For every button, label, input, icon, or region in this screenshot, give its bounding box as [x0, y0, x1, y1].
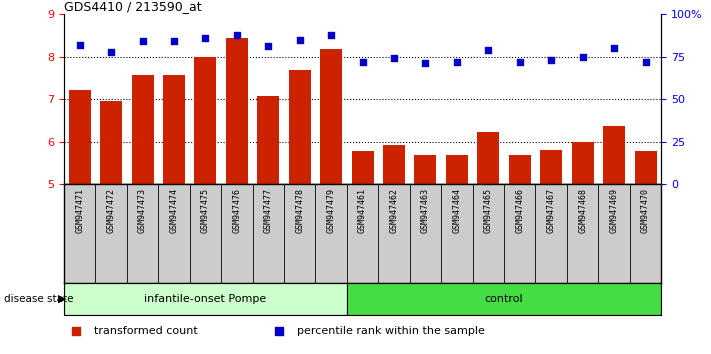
Bar — [509, 155, 531, 184]
Text: GSM947468: GSM947468 — [578, 188, 587, 233]
Text: GSM947478: GSM947478 — [295, 188, 304, 233]
Text: GSM947472: GSM947472 — [107, 188, 116, 233]
Bar — [194, 57, 216, 184]
Point — [200, 35, 211, 41]
Text: GSM947463: GSM947463 — [421, 188, 430, 233]
Text: control: control — [485, 294, 523, 304]
Bar — [100, 101, 122, 184]
Point — [326, 32, 337, 38]
Point — [262, 44, 274, 49]
Point — [105, 49, 117, 55]
Text: GSM947462: GSM947462 — [390, 188, 399, 233]
Text: GSM947467: GSM947467 — [547, 188, 556, 233]
Bar — [64, 283, 347, 315]
Point — [514, 59, 525, 64]
Bar — [540, 150, 562, 184]
Bar — [572, 142, 594, 184]
Text: GSM947466: GSM947466 — [515, 188, 524, 233]
Bar — [477, 132, 499, 184]
Point — [357, 59, 368, 64]
Point — [545, 57, 557, 63]
Bar — [415, 155, 437, 184]
Bar — [163, 75, 185, 184]
Bar — [383, 145, 405, 184]
Text: GSM947464: GSM947464 — [452, 188, 461, 233]
Text: infantile-onset Pompe: infantile-onset Pompe — [144, 294, 267, 304]
Point — [609, 45, 620, 51]
Text: GSM947465: GSM947465 — [484, 188, 493, 233]
Point — [640, 59, 651, 64]
Text: GSM947477: GSM947477 — [264, 188, 273, 233]
Text: GSM947461: GSM947461 — [358, 188, 367, 233]
Point — [419, 61, 431, 66]
Point — [273, 328, 284, 334]
Bar — [347, 283, 661, 315]
Text: ▶: ▶ — [58, 294, 66, 304]
Point — [577, 54, 588, 59]
Text: GSM947473: GSM947473 — [138, 188, 147, 233]
Text: GDS4410 / 213590_at: GDS4410 / 213590_at — [64, 0, 202, 13]
Point — [451, 59, 463, 64]
Text: GSM947471: GSM947471 — [75, 188, 84, 233]
Text: GSM947474: GSM947474 — [169, 188, 178, 233]
Bar — [634, 150, 656, 184]
Text: GSM947469: GSM947469 — [609, 188, 619, 233]
Point — [483, 47, 494, 53]
Point — [137, 39, 149, 44]
Text: disease state: disease state — [4, 294, 73, 304]
Point — [70, 328, 82, 334]
Text: transformed count: transformed count — [94, 326, 198, 336]
Text: GSM947476: GSM947476 — [232, 188, 241, 233]
Text: GSM947479: GSM947479 — [326, 188, 336, 233]
Bar — [352, 150, 373, 184]
Point — [74, 42, 85, 47]
Point — [231, 32, 242, 38]
Bar — [69, 90, 91, 184]
Bar — [257, 96, 279, 184]
Bar — [320, 49, 342, 184]
Point — [169, 39, 180, 44]
Text: GSM947475: GSM947475 — [201, 188, 210, 233]
Bar — [603, 126, 625, 184]
Point — [294, 37, 306, 42]
Bar — [132, 75, 154, 184]
Point — [388, 56, 400, 61]
Bar — [446, 155, 468, 184]
Bar — [289, 70, 311, 184]
Bar — [226, 38, 248, 184]
Text: GSM947470: GSM947470 — [641, 188, 650, 233]
Text: percentile rank within the sample: percentile rank within the sample — [297, 326, 485, 336]
